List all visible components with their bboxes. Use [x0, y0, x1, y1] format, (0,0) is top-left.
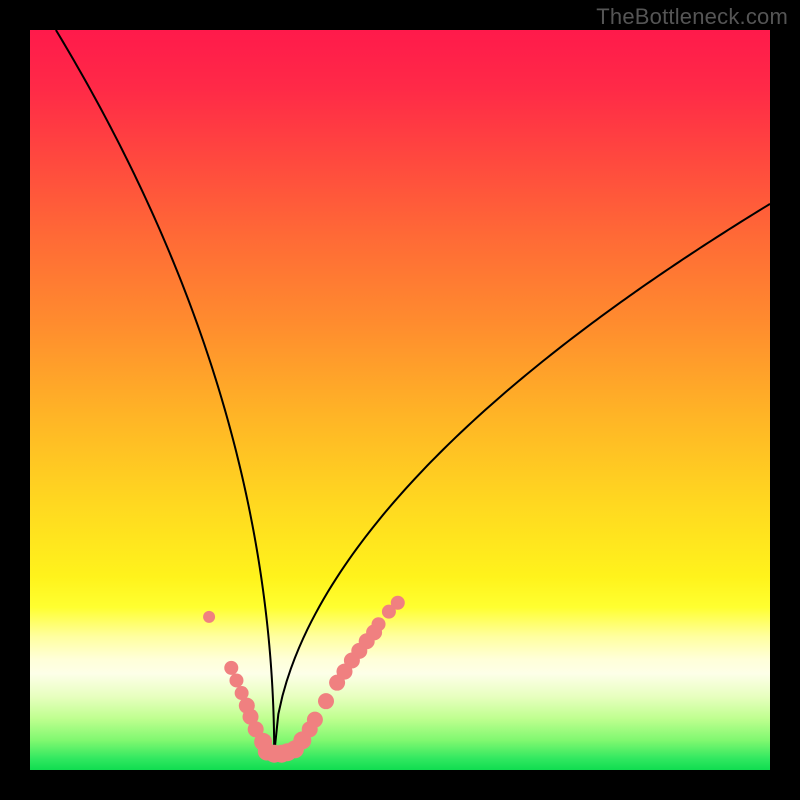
plot-area: [30, 30, 770, 770]
data-point-marker: [224, 661, 238, 675]
watermark-text: TheBottleneck.com: [596, 4, 788, 30]
data-point-marker: [229, 673, 243, 687]
data-point-marker: [318, 693, 334, 709]
data-point-marker: [372, 617, 386, 631]
bottleneck-curve: [30, 30, 770, 770]
data-point-marker: [203, 611, 215, 623]
data-point-marker: [391, 596, 405, 610]
data-point-marker: [307, 712, 323, 728]
